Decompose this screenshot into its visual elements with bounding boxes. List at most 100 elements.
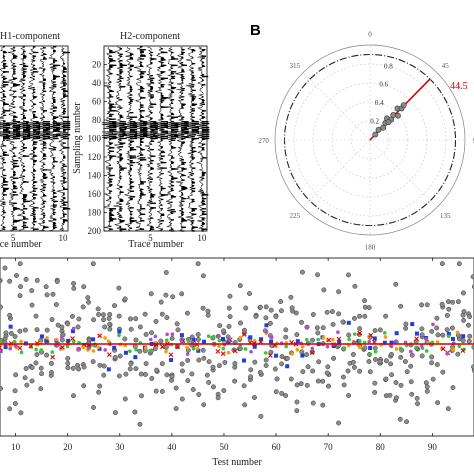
test-point-purple-dot xyxy=(269,335,274,340)
test-point-gray-circle xyxy=(163,270,169,275)
test-point-green-dot xyxy=(165,338,169,342)
test-point-gray-circle xyxy=(304,382,310,388)
test-point-gray-circle xyxy=(237,283,243,289)
test-point-gray-circle xyxy=(397,416,403,422)
test-point-gray-circle xyxy=(372,380,378,386)
test-point-red-x xyxy=(326,337,332,343)
test-point-purple-dot xyxy=(103,348,107,352)
test-point-purple-dot xyxy=(71,326,76,331)
test-point-gray-circle xyxy=(258,413,264,419)
test-point-gray-circle xyxy=(362,298,367,304)
test-point-gray-circle xyxy=(294,399,300,405)
test-point-gray-circle xyxy=(383,313,389,319)
angle-tick-label: 90 xyxy=(473,137,474,145)
test-point-gray-circle xyxy=(65,360,71,366)
test-point-gray-circle xyxy=(196,392,202,397)
test-point-purple-dot xyxy=(227,338,231,342)
test-point-gray-circle xyxy=(185,357,191,363)
test-point-orange-dot xyxy=(106,339,111,344)
x-tick-label: 90 xyxy=(428,442,438,452)
polar-outer-circle xyxy=(274,44,466,236)
test-point-green-dot xyxy=(352,332,357,336)
test-panel: 10 20 30 40 50 60 70 80 90 Test number xyxy=(0,257,474,468)
test-point-gray-circle xyxy=(53,302,59,307)
test-point-gray-circle xyxy=(116,313,122,319)
test-point-gray-circle xyxy=(200,347,206,353)
test-point-gray-circle xyxy=(163,292,169,298)
h2-wiggle-traces xyxy=(101,46,211,232)
test-point-gray-circle xyxy=(17,293,23,299)
test-point-gray-circle xyxy=(152,346,158,352)
test-point-gray-circle xyxy=(13,372,19,378)
test-point-gray-circle xyxy=(320,378,326,384)
test-point-gray-circle xyxy=(314,325,320,331)
test-point-green-dot xyxy=(191,346,196,351)
wiggle-trace-fill xyxy=(129,52,138,229)
test-point-gray-circle xyxy=(215,395,221,401)
test-point-gray-circle xyxy=(132,343,138,349)
wiggle-trace-fill xyxy=(140,46,148,230)
y-tick-label: 40 xyxy=(92,78,102,88)
test-point-gray-circle xyxy=(460,338,466,343)
test-point-gray-circle xyxy=(439,261,445,267)
test-point-orange-dot xyxy=(331,337,335,342)
test-point-gray-circle xyxy=(257,370,263,375)
test-point-gray-circle xyxy=(33,313,39,319)
test-point-gray-circle xyxy=(446,306,452,312)
test-point-red-x xyxy=(60,344,65,350)
test-point-gray-circle xyxy=(200,273,206,279)
test-point-gray-circle xyxy=(55,322,61,328)
test-point-red-x xyxy=(371,339,377,345)
x-tick-label: 70 xyxy=(324,442,334,452)
radial-tick-label: 0.2 xyxy=(370,118,379,126)
test-point-gray-circle xyxy=(419,326,425,332)
h1-wiggle-traces xyxy=(0,46,71,232)
test-point-gray-circle xyxy=(467,333,473,339)
test-point-purple-dot xyxy=(393,340,398,344)
test-point-green-dot xyxy=(304,337,309,342)
test-point-gray-circle xyxy=(76,316,82,322)
radial-tick-label: 0.6 xyxy=(379,81,388,89)
test-point-orange-dot xyxy=(383,335,388,339)
test-point-orange-dot xyxy=(81,345,86,350)
test-point-purple-dot xyxy=(170,332,175,336)
test-point-gray-circle xyxy=(211,384,216,390)
test-point-gray-circle xyxy=(389,372,395,378)
test-point-gray-circle xyxy=(424,302,430,308)
test-point-gray-circle xyxy=(419,332,425,338)
test-point-gray-circle xyxy=(29,288,35,294)
test-point-gray-circle xyxy=(34,352,40,358)
test-point-purple-dot xyxy=(409,349,413,354)
test-point-gray-circle xyxy=(206,379,212,385)
test-point-gray-circle xyxy=(409,391,415,397)
test-point-gray-circle xyxy=(299,349,305,355)
test-point-gray-circle xyxy=(232,361,238,366)
test-point-green-dot xyxy=(19,350,24,355)
test-point-purple-dot xyxy=(264,329,269,334)
test-point-gray-circle xyxy=(116,285,122,291)
test-point-gray-circle xyxy=(107,312,113,317)
test-point-gray-circle xyxy=(268,307,274,313)
test-point-green-dot xyxy=(347,337,351,342)
test-point-gray-circle xyxy=(154,367,160,373)
test-point-blue-square xyxy=(8,324,13,329)
test-point-orange-dot xyxy=(358,345,362,350)
test-point-gray-circle xyxy=(232,378,238,384)
test-point-gray-circle xyxy=(196,357,202,363)
x-tick-label: 30 xyxy=(115,442,125,452)
test-point-gray-circle xyxy=(247,291,252,296)
test-point-purple-dot xyxy=(445,351,449,356)
test-point-gray-circle xyxy=(341,382,347,388)
test-point-gray-circle xyxy=(393,395,399,401)
test-point-gray-circle xyxy=(38,365,44,371)
test-point-gray-circle xyxy=(76,366,82,372)
test-point-gray-circle xyxy=(329,309,335,315)
test-point-blue-square xyxy=(220,336,225,341)
test-point-gray-circle xyxy=(273,389,279,395)
test-point-red-x xyxy=(106,352,112,357)
test-point-gray-circle xyxy=(195,261,201,267)
test-point-green-dot xyxy=(61,338,65,343)
test-point-green-dot xyxy=(71,339,76,344)
test-point-gray-circle xyxy=(251,395,257,400)
test-point-green-dot xyxy=(0,339,3,343)
